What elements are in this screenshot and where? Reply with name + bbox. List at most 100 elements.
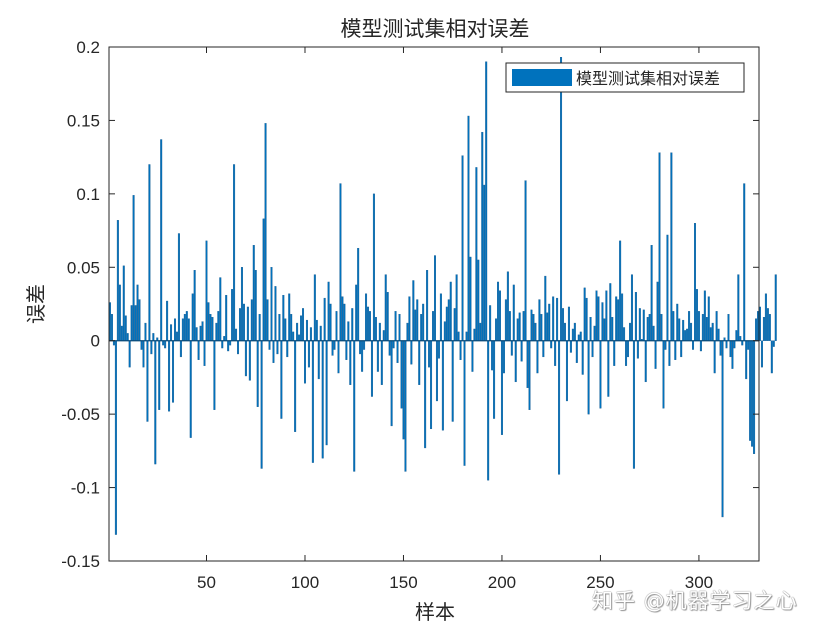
bar [264, 123, 267, 341]
bar [191, 293, 194, 341]
bar [534, 322, 537, 341]
bar [376, 340, 379, 372]
x-tick-label: 100 [291, 573, 319, 592]
legend: 模型测试集相对误差 [505, 62, 745, 93]
bar [347, 321, 350, 341]
bar [538, 299, 541, 341]
bar [445, 306, 448, 341]
bar [690, 322, 693, 341]
bar [158, 340, 161, 410]
bar [502, 340, 505, 374]
bar [719, 340, 722, 356]
bar [449, 281, 452, 341]
bar [697, 311, 700, 341]
bar [504, 299, 507, 341]
bar [430, 340, 433, 430]
bar [674, 340, 677, 360]
bar [290, 314, 293, 341]
bar [382, 330, 385, 341]
bar [327, 281, 330, 341]
bar [384, 274, 387, 341]
bar [420, 314, 423, 341]
watermark: 知乎 @机器学习之心 [592, 589, 798, 613]
bar [648, 314, 651, 341]
bar [177, 233, 180, 341]
bar [597, 296, 600, 341]
bar [731, 340, 734, 369]
bar [432, 311, 435, 341]
bar [152, 333, 155, 341]
bar [412, 280, 415, 341]
legend-swatch [512, 69, 572, 86]
bar [365, 293, 368, 341]
bar [571, 328, 574, 341]
bar [479, 322, 482, 341]
bar [207, 302, 210, 341]
bar [266, 299, 269, 341]
bar [581, 340, 584, 375]
bar [313, 274, 316, 341]
bar [410, 340, 413, 365]
bar [467, 115, 470, 341]
bar [120, 325, 123, 341]
bar [325, 340, 328, 446]
bar [179, 340, 182, 358]
bar [739, 336, 742, 341]
bar [558, 340, 561, 475]
bar [473, 328, 476, 341]
bar [126, 333, 129, 341]
y-tick-label: 0.15 [67, 111, 100, 130]
bar [461, 155, 464, 341]
bar [367, 306, 370, 341]
bar [599, 340, 602, 409]
bar [623, 327, 626, 341]
bar [331, 340, 334, 356]
bar [359, 340, 362, 355]
bar [304, 340, 306, 384]
bar [692, 340, 695, 350]
bar [339, 183, 342, 341]
bar [646, 317, 649, 341]
bar [231, 289, 234, 341]
bar [300, 315, 303, 341]
bar [542, 340, 545, 358]
bar [573, 322, 576, 341]
bar [260, 340, 263, 469]
y-tick-label: 0.1 [76, 185, 100, 204]
bar [114, 340, 117, 535]
bar [556, 297, 559, 341]
bar [745, 340, 748, 380]
bar [221, 340, 224, 349]
bar [434, 255, 436, 341]
bar [526, 340, 529, 388]
bar [294, 340, 297, 432]
bar [589, 317, 592, 341]
bar [443, 321, 446, 341]
bar [729, 340, 732, 358]
bar [508, 311, 511, 341]
bar [751, 340, 754, 447]
bar [627, 340, 630, 358]
bar [414, 309, 417, 341]
bar [240, 267, 243, 341]
bar [124, 315, 127, 341]
bar [154, 340, 157, 465]
bar [672, 311, 675, 341]
bar [274, 286, 277, 341]
bar [408, 296, 411, 341]
bar [664, 340, 667, 350]
axes-box [108, 46, 760, 562]
bar [459, 340, 462, 360]
bar [422, 303, 425, 341]
y-tick-label: -0.05 [61, 405, 100, 424]
bar [686, 328, 689, 341]
bar [201, 321, 204, 341]
bar [733, 340, 736, 349]
bar [662, 340, 665, 409]
bar [770, 340, 773, 374]
bar [341, 296, 344, 341]
bar [528, 340, 531, 410]
bar [451, 340, 454, 422]
bar [252, 245, 255, 341]
